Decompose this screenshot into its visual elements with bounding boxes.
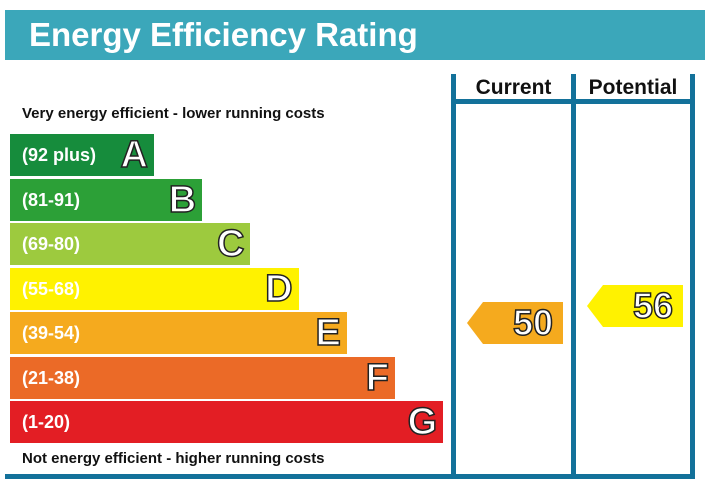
band-letter: D — [264, 267, 293, 311]
arrow-shape — [587, 285, 683, 327]
column-header-potential: Potential — [588, 76, 678, 99]
band-bar-g: (1-20) G — [10, 400, 444, 444]
band-range: (21-38) — [22, 367, 81, 388]
column-divider — [690, 74, 695, 479]
band-range: (39-54) — [22, 323, 81, 343]
band-letter: F — [365, 356, 390, 400]
band-bar-e: (39-54) E — [10, 311, 347, 355]
potential-rating-value: 56 — [632, 284, 674, 327]
arrow-shape — [467, 302, 563, 344]
band-letter: G — [407, 400, 438, 444]
top-note: Very energy efficient - lower running co… — [22, 105, 325, 122]
band-range: (81-91) — [22, 189, 81, 210]
bottom-border — [5, 474, 695, 479]
band-range: (69-80) — [22, 234, 81, 254]
band-bar-f: (21-38) F — [10, 356, 395, 400]
band-range: (1-20) — [22, 412, 71, 432]
column-divider — [571, 74, 576, 479]
band-range: (55-68) — [22, 278, 81, 299]
band-letter: C — [216, 222, 245, 266]
chart-title: Energy Efficiency Rating — [5, 10, 705, 60]
band-bar-b: (81-91) B — [10, 178, 203, 222]
current-rating-value: 50 — [512, 301, 554, 344]
band-letter: E — [315, 311, 342, 355]
column-header-current: Current — [475, 76, 552, 99]
current-rating-arrow: 50 — [467, 301, 563, 344]
band-bar-d: (55-68) D — [10, 267, 299, 311]
band-bar-a: (92 plus) A — [10, 133, 154, 177]
column-divider — [451, 74, 456, 479]
header-divider — [451, 99, 695, 104]
bottom-note: Not energy efficient - higher running co… — [22, 450, 325, 467]
band-letter: B — [168, 178, 197, 222]
band-bar-c: (69-80) C — [10, 222, 251, 266]
band-range: (92 plus) — [22, 145, 97, 165]
band-letter: A — [120, 133, 149, 177]
potential-rating-arrow: 56 — [587, 284, 683, 327]
